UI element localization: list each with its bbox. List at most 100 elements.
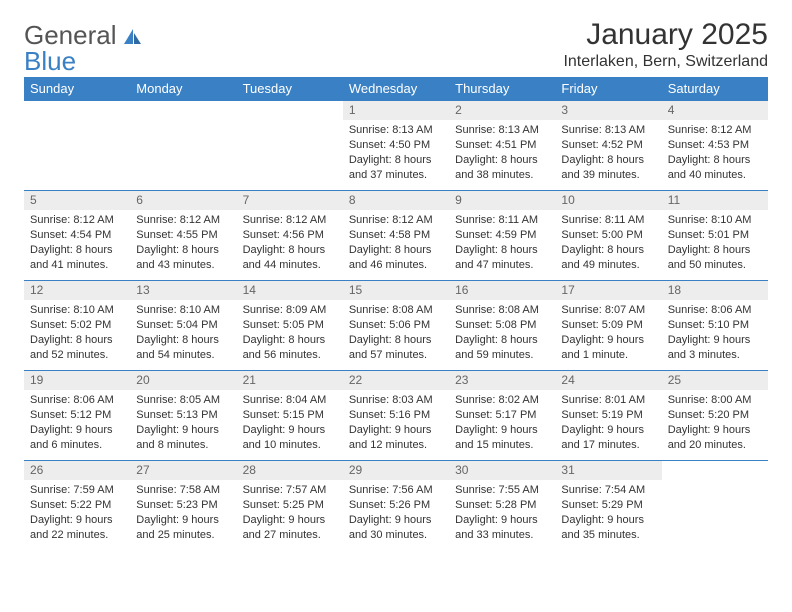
- day-number: 5: [24, 191, 130, 210]
- day-details: Sunrise: 8:08 AMSunset: 5:08 PMDaylight:…: [449, 300, 555, 366]
- calendar-day-cell: 27Sunrise: 7:58 AMSunset: 5:23 PMDayligh…: [130, 461, 236, 551]
- day-details: Sunrise: 8:03 AMSunset: 5:16 PMDaylight:…: [343, 390, 449, 456]
- day-details: Sunrise: 8:12 AMSunset: 4:53 PMDaylight:…: [662, 120, 768, 186]
- calendar-day-cell: 9Sunrise: 8:11 AMSunset: 4:59 PMDaylight…: [449, 191, 555, 281]
- day-details: Sunrise: 8:11 AMSunset: 4:59 PMDaylight:…: [449, 210, 555, 276]
- day-details: Sunrise: 8:10 AMSunset: 5:01 PMDaylight:…: [662, 210, 768, 276]
- calendar-day-cell: 2Sunrise: 8:13 AMSunset: 4:51 PMDaylight…: [449, 101, 555, 191]
- day-number: 23: [449, 371, 555, 390]
- day-details: Sunrise: 8:09 AMSunset: 5:05 PMDaylight:…: [237, 300, 343, 366]
- calendar-day-cell: 5Sunrise: 8:12 AMSunset: 4:54 PMDaylight…: [24, 191, 130, 281]
- day-details: Sunrise: 7:59 AMSunset: 5:22 PMDaylight:…: [24, 480, 130, 546]
- day-number: 26: [24, 461, 130, 480]
- calendar-day-cell: 20Sunrise: 8:05 AMSunset: 5:13 PMDayligh…: [130, 371, 236, 461]
- day-number: 13: [130, 281, 236, 300]
- day-details: Sunrise: 8:05 AMSunset: 5:13 PMDaylight:…: [130, 390, 236, 456]
- calendar-day-cell: 3Sunrise: 8:13 AMSunset: 4:52 PMDaylight…: [555, 101, 661, 191]
- calendar-day-cell: 7Sunrise: 8:12 AMSunset: 4:56 PMDaylight…: [237, 191, 343, 281]
- calendar-day-cell: 18Sunrise: 8:06 AMSunset: 5:10 PMDayligh…: [662, 281, 768, 371]
- day-details: Sunrise: 8:13 AMSunset: 4:50 PMDaylight:…: [343, 120, 449, 186]
- day-details: Sunrise: 7:56 AMSunset: 5:26 PMDaylight:…: [343, 480, 449, 546]
- day-number: 2: [449, 101, 555, 120]
- calendar-header-row: SundayMondayTuesdayWednesdayThursdayFrid…: [24, 77, 768, 101]
- day-number: 22: [343, 371, 449, 390]
- day-number: 9: [449, 191, 555, 210]
- day-number: 14: [237, 281, 343, 300]
- day-details: Sunrise: 8:02 AMSunset: 5:17 PMDaylight:…: [449, 390, 555, 456]
- calendar-day-cell: 19Sunrise: 8:06 AMSunset: 5:12 PMDayligh…: [24, 371, 130, 461]
- calendar-day-cell: 24Sunrise: 8:01 AMSunset: 5:19 PMDayligh…: [555, 371, 661, 461]
- day-details: Sunrise: 8:06 AMSunset: 5:10 PMDaylight:…: [662, 300, 768, 366]
- calendar-day-cell: 25Sunrise: 8:00 AMSunset: 5:20 PMDayligh…: [662, 371, 768, 461]
- calendar-day-cell: 26Sunrise: 7:59 AMSunset: 5:22 PMDayligh…: [24, 461, 130, 551]
- weekday-header: Wednesday: [343, 77, 449, 101]
- location-subtitle: Interlaken, Bern, Switzerland: [563, 53, 768, 71]
- calendar-day-cell: 12Sunrise: 8:10 AMSunset: 5:02 PMDayligh…: [24, 281, 130, 371]
- day-number: 8: [343, 191, 449, 210]
- day-number: 24: [555, 371, 661, 390]
- weekday-header: Monday: [130, 77, 236, 101]
- calendar-day-cell: 8Sunrise: 8:12 AMSunset: 4:58 PMDaylight…: [343, 191, 449, 281]
- day-details: Sunrise: 8:13 AMSunset: 4:52 PMDaylight:…: [555, 120, 661, 186]
- day-number: 3: [555, 101, 661, 120]
- day-details: Sunrise: 7:54 AMSunset: 5:29 PMDaylight:…: [555, 480, 661, 546]
- day-details: Sunrise: 8:07 AMSunset: 5:09 PMDaylight:…: [555, 300, 661, 366]
- calendar-day-cell: 10Sunrise: 8:11 AMSunset: 5:00 PMDayligh…: [555, 191, 661, 281]
- calendar-day-cell: 30Sunrise: 7:55 AMSunset: 5:28 PMDayligh…: [449, 461, 555, 551]
- day-number: 12: [24, 281, 130, 300]
- calendar-week-row: 12Sunrise: 8:10 AMSunset: 5:02 PMDayligh…: [24, 281, 768, 371]
- calendar-day-cell: 28Sunrise: 7:57 AMSunset: 5:25 PMDayligh…: [237, 461, 343, 551]
- day-details: Sunrise: 7:57 AMSunset: 5:25 PMDaylight:…: [237, 480, 343, 546]
- calendar-day-cell: 21Sunrise: 8:04 AMSunset: 5:15 PMDayligh…: [237, 371, 343, 461]
- calendar-day-cell: 15Sunrise: 8:08 AMSunset: 5:06 PMDayligh…: [343, 281, 449, 371]
- day-details: Sunrise: 8:06 AMSunset: 5:12 PMDaylight:…: [24, 390, 130, 456]
- day-number: 15: [343, 281, 449, 300]
- day-number: 21: [237, 371, 343, 390]
- day-number: 6: [130, 191, 236, 210]
- calendar-day-cell: [24, 101, 130, 191]
- weekday-header: Saturday: [662, 77, 768, 101]
- calendar-week-row: 19Sunrise: 8:06 AMSunset: 5:12 PMDayligh…: [24, 371, 768, 461]
- day-details: Sunrise: 8:11 AMSunset: 5:00 PMDaylight:…: [555, 210, 661, 276]
- day-number: 1: [343, 101, 449, 120]
- day-details: Sunrise: 7:55 AMSunset: 5:28 PMDaylight:…: [449, 480, 555, 546]
- day-number: 10: [555, 191, 661, 210]
- day-number: 17: [555, 281, 661, 300]
- day-number: 11: [662, 191, 768, 210]
- day-details: Sunrise: 8:01 AMSunset: 5:19 PMDaylight:…: [555, 390, 661, 456]
- logo-text-blue: Blue: [24, 46, 76, 77]
- day-details: Sunrise: 8:08 AMSunset: 5:06 PMDaylight:…: [343, 300, 449, 366]
- day-number: 31: [555, 461, 661, 480]
- day-number: 30: [449, 461, 555, 480]
- day-number: 27: [130, 461, 236, 480]
- calendar-week-row: 5Sunrise: 8:12 AMSunset: 4:54 PMDaylight…: [24, 191, 768, 281]
- day-details: Sunrise: 8:12 AMSunset: 4:55 PMDaylight:…: [130, 210, 236, 276]
- calendar-day-cell: 22Sunrise: 8:03 AMSunset: 5:16 PMDayligh…: [343, 371, 449, 461]
- calendar-day-cell: 1Sunrise: 8:13 AMSunset: 4:50 PMDaylight…: [343, 101, 449, 191]
- day-details: Sunrise: 8:12 AMSunset: 4:56 PMDaylight:…: [237, 210, 343, 276]
- day-number: 19: [24, 371, 130, 390]
- day-details: Sunrise: 7:58 AMSunset: 5:23 PMDaylight:…: [130, 480, 236, 546]
- title-block: January 2025 Interlaken, Bern, Switzerla…: [563, 18, 768, 71]
- calendar-week-row: 26Sunrise: 7:59 AMSunset: 5:22 PMDayligh…: [24, 461, 768, 551]
- calendar-day-cell: 6Sunrise: 8:12 AMSunset: 4:55 PMDaylight…: [130, 191, 236, 281]
- weekday-header: Friday: [555, 77, 661, 101]
- sail-icon: [121, 26, 143, 48]
- day-details: Sunrise: 8:13 AMSunset: 4:51 PMDaylight:…: [449, 120, 555, 186]
- calendar-day-cell: 14Sunrise: 8:09 AMSunset: 5:05 PMDayligh…: [237, 281, 343, 371]
- day-number: 29: [343, 461, 449, 480]
- day-details: Sunrise: 8:12 AMSunset: 4:54 PMDaylight:…: [24, 210, 130, 276]
- calendar-day-cell: [237, 101, 343, 191]
- calendar-day-cell: 4Sunrise: 8:12 AMSunset: 4:53 PMDaylight…: [662, 101, 768, 191]
- day-details: Sunrise: 8:04 AMSunset: 5:15 PMDaylight:…: [237, 390, 343, 456]
- calendar-day-cell: 16Sunrise: 8:08 AMSunset: 5:08 PMDayligh…: [449, 281, 555, 371]
- day-number: 16: [449, 281, 555, 300]
- day-number: 18: [662, 281, 768, 300]
- calendar-day-cell: [130, 101, 236, 191]
- calendar-body: 1Sunrise: 8:13 AMSunset: 4:50 PMDaylight…: [24, 101, 768, 551]
- weekday-header: Tuesday: [237, 77, 343, 101]
- day-number: 25: [662, 371, 768, 390]
- calendar-day-cell: [662, 461, 768, 551]
- calendar-page: General January 2025 Interlaken, Bern, S…: [0, 0, 792, 612]
- day-number: 20: [130, 371, 236, 390]
